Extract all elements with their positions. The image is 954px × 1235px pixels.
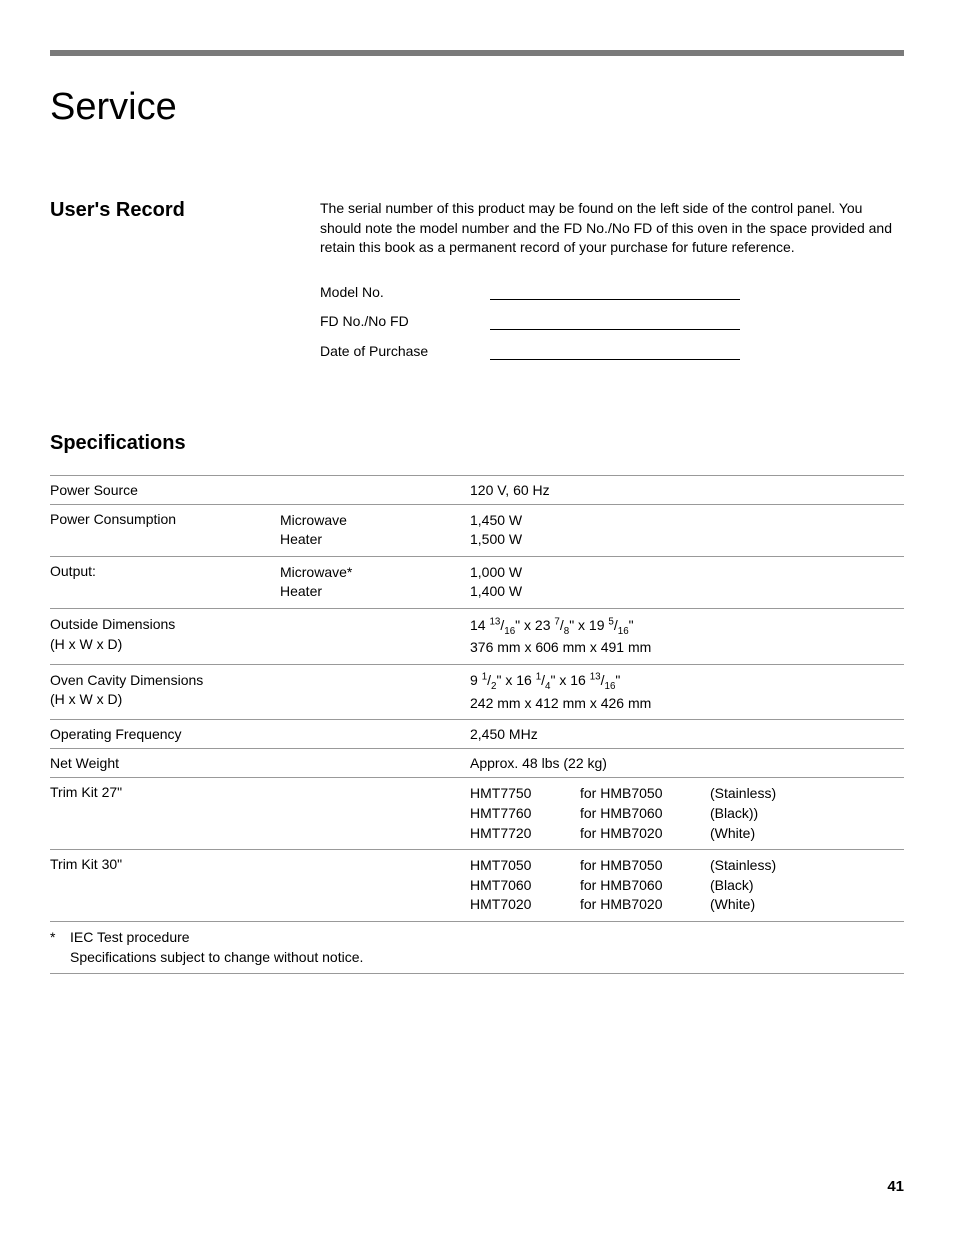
spec-row-cavity-dims: Oven Cavity Dimensions (H x W x D) 9 1/2… (50, 664, 904, 720)
user-record-intro: The serial number of this product may be… (320, 199, 904, 258)
spec-value: Approx. 48 lbs (22 kg) (470, 755, 904, 771)
date-purchase-input-line[interactable] (490, 359, 740, 360)
model-no-input-line[interactable] (490, 299, 740, 300)
spec-row-outside-dims: Outside Dimensions (H x W x D) 14 13/16"… (50, 608, 904, 664)
specifications-heading: Specifications (50, 432, 904, 455)
spec-label: Oven Cavity Dimensions (H x W x D) (50, 671, 280, 714)
spec-footnote: * IEC Test procedure Specifications subj… (50, 921, 904, 974)
spec-row-trim-kit-27: Trim Kit 27" HMT7750 for HMB7050 (Stainl… (50, 777, 904, 849)
fd-no-input-line[interactable] (490, 329, 740, 330)
trim-row: HMT7750 for HMB7050 (Stainless) (470, 784, 904, 804)
spec-value: 14 13/16" x 23 7/8" x 19 5/16" 376 mm x … (470, 615, 904, 658)
model-no-row: Model No. (320, 283, 904, 303)
spec-row-op-freq: Operating Frequency 2,450 MHz (50, 719, 904, 748)
trim-row: HMT7720 for HMB7020 (White) (470, 824, 904, 844)
spec-row-net-weight: Net Weight Approx. 48 lbs (22 kg) (50, 748, 904, 777)
trim-row: HMT7020 for HMB7020 (White) (470, 895, 904, 915)
spec-sublabel (280, 784, 470, 843)
footnote-line-1: * IEC Test procedure (50, 928, 904, 948)
cavity-dims-imperial: 9 1/2" x 16 1/4" x 16 13/16" (470, 672, 620, 688)
trim-row: HMT7060 for HMB7060 (Black) (470, 876, 904, 896)
spec-value: 1,450 W 1,500 W (470, 511, 904, 550)
spec-label: Power Source (50, 482, 280, 498)
fd-no-label: FD No./No FD (320, 312, 490, 332)
trim-row: HMT7050 for HMB7050 (Stainless) (470, 856, 904, 876)
spec-label: Operating Frequency (50, 726, 280, 742)
user-record-heading: User's Record (50, 199, 320, 372)
spec-label: Outside Dimensions (H x W x D) (50, 615, 280, 658)
spec-row-trim-kit-30: Trim Kit 30" HMT7050 for HMB7050 (Stainl… (50, 849, 904, 921)
spec-sublabel (280, 671, 470, 714)
specifications-section: Specifications Power Source 120 V, 60 Hz… (50, 432, 904, 975)
spec-value: HMT7050 for HMB7050 (Stainless) HMT7060 … (470, 856, 904, 915)
fd-no-row: FD No./No FD (320, 312, 904, 332)
spec-label: Output: (50, 563, 280, 602)
spec-sublabel (280, 726, 470, 742)
spec-value: 1,000 W 1,400 W (470, 563, 904, 602)
date-purchase-row: Date of Purchase (320, 342, 904, 362)
user-record-section: User's Record The serial number of this … (50, 199, 904, 372)
model-no-label: Model No. (320, 283, 490, 303)
spec-sublabel: Microwave* Heater (280, 563, 470, 602)
trim-row: HMT7760 for HMB7060 (Black)) (470, 804, 904, 824)
spec-value: 9 1/2" x 16 1/4" x 16 13/16" 242 mm x 41… (470, 671, 904, 714)
spec-sublabel: Microwave Heater (280, 511, 470, 550)
spec-sublabel (280, 482, 470, 498)
spec-value: 120 V, 60 Hz (470, 482, 904, 498)
user-record-body: The serial number of this product may be… (320, 199, 904, 372)
page-title: Service (50, 86, 904, 129)
spec-row-power-source: Power Source 120 V, 60 Hz (50, 475, 904, 504)
specifications-table: Power Source 120 V, 60 Hz Power Consumpt… (50, 475, 904, 975)
spec-sublabel (280, 755, 470, 771)
spec-label: Power Consumption (50, 511, 280, 550)
spec-sublabel (280, 856, 470, 915)
spec-value: HMT7750 for HMB7050 (Stainless) HMT7760 … (470, 784, 904, 843)
spec-value: 2,450 MHz (470, 726, 904, 742)
spec-sublabel (280, 615, 470, 658)
date-purchase-label: Date of Purchase (320, 342, 490, 362)
spec-row-power-consumption: Power Consumption Microwave Heater 1,450… (50, 504, 904, 556)
top-divider-bar (50, 50, 904, 56)
spec-label: Trim Kit 30" (50, 856, 280, 915)
outside-dims-imperial: 14 13/16" x 23 7/8" x 19 5/16" (470, 617, 634, 633)
spec-row-output: Output: Microwave* Heater 1,000 W 1,400 … (50, 556, 904, 608)
spec-label: Net Weight (50, 755, 280, 771)
spec-label: Trim Kit 27" (50, 784, 280, 843)
page-number: 41 (887, 1178, 904, 1195)
footnote-line-2: Specifications subject to change without… (50, 948, 904, 968)
